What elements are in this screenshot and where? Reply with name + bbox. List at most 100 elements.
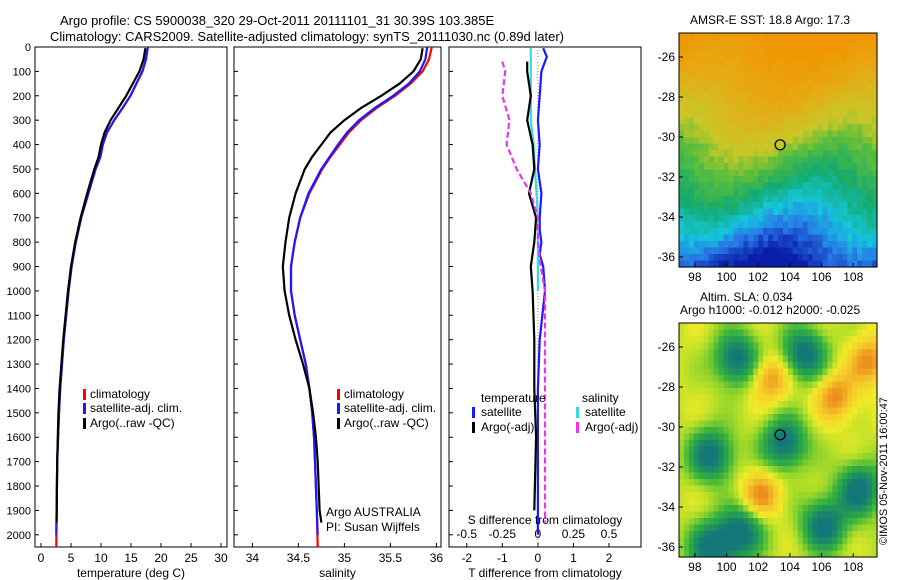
sst-map-cell bbox=[822, 78, 829, 86]
sla-map-cell bbox=[847, 381, 853, 389]
sla-map-cell bbox=[817, 329, 824, 337]
sla-map-cell bbox=[787, 518, 794, 526]
sst-map-cell bbox=[787, 111, 794, 119]
sla-map-cell bbox=[733, 375, 739, 383]
sst-map-ytick-label: -28 bbox=[658, 90, 676, 104]
sla-map-cell bbox=[748, 362, 754, 370]
sst-map-cell bbox=[728, 137, 735, 145]
sst-map-cell bbox=[852, 221, 858, 229]
sst-map-cell bbox=[812, 104, 819, 112]
sla-map-cell bbox=[698, 479, 705, 487]
sst-map-cell bbox=[713, 221, 720, 229]
sla-map-cell bbox=[782, 524, 789, 532]
sst-map-cell bbox=[862, 52, 868, 60]
sst-map-cell bbox=[713, 104, 720, 112]
sst-map-cell bbox=[787, 85, 794, 93]
sla-map-cell bbox=[728, 355, 735, 363]
sst-map-cell bbox=[822, 163, 829, 171]
sst-map-cell bbox=[768, 195, 774, 203]
sst-map-cell bbox=[723, 195, 730, 203]
sla-map-cell bbox=[728, 446, 735, 454]
sst-map-cell bbox=[792, 228, 799, 236]
sst-map-cell bbox=[847, 241, 853, 249]
sla-map-cell bbox=[773, 375, 779, 383]
sla-map-cell bbox=[703, 537, 710, 545]
sla-map-cell bbox=[787, 414, 794, 422]
sla-map-cell bbox=[763, 472, 769, 480]
sla-map-cell bbox=[847, 388, 853, 396]
sst-map-cell bbox=[837, 202, 843, 210]
sst-map-cell bbox=[872, 195, 878, 203]
sla-map-cell bbox=[852, 323, 858, 331]
sla-map-cell bbox=[753, 466, 759, 474]
sst-map-cell bbox=[862, 202, 868, 210]
sla-map-cell bbox=[728, 433, 735, 441]
sst-map-cell bbox=[812, 33, 819, 41]
sla-map-cell bbox=[837, 323, 843, 331]
sst-map-cell bbox=[807, 202, 814, 210]
sst-map-cell bbox=[857, 104, 863, 112]
sst-map-cell bbox=[862, 104, 868, 112]
sst-map-cell bbox=[812, 65, 819, 73]
sst-map-cell bbox=[827, 46, 834, 54]
sst-map-cell bbox=[753, 72, 759, 80]
sst-map-cell bbox=[693, 182, 700, 190]
sla-map-cell bbox=[797, 394, 804, 402]
sst-map-cell bbox=[782, 163, 789, 171]
sst-map-cell bbox=[867, 208, 873, 216]
sla-map-cell bbox=[758, 342, 764, 350]
sla-map-cell bbox=[778, 550, 784, 558]
sla-map-cell bbox=[782, 485, 789, 493]
sst-map-cell bbox=[792, 130, 799, 138]
sla-map-cell bbox=[822, 414, 829, 422]
sla-map-cell bbox=[679, 381, 685, 389]
sla-map-cell bbox=[792, 466, 799, 474]
sla-map-cell bbox=[713, 414, 720, 422]
sla-map-cell bbox=[867, 414, 873, 422]
sla-map-cell bbox=[693, 433, 700, 441]
sla-map-cell bbox=[778, 362, 784, 370]
sla-map-cell bbox=[807, 440, 814, 448]
sla-map-cell bbox=[683, 394, 690, 402]
sla-map-cell bbox=[698, 505, 705, 513]
sla-map-cell bbox=[698, 342, 705, 350]
sla-map-cell bbox=[723, 518, 730, 526]
sst-map-cell bbox=[778, 124, 784, 132]
sla-map-cell bbox=[792, 472, 799, 480]
sst-map-cell bbox=[827, 254, 834, 262]
sla-map-cell bbox=[728, 368, 735, 376]
sst-map-cell bbox=[842, 65, 848, 73]
sla-map-xtick-label: 104 bbox=[780, 560, 800, 574]
sst-map-cell bbox=[763, 221, 769, 229]
sst-map-cell bbox=[688, 104, 695, 112]
sla-map-cell bbox=[827, 414, 834, 422]
sla-map-cell bbox=[792, 323, 799, 331]
sst-map-cell bbox=[782, 228, 789, 236]
sla-map-cell bbox=[862, 375, 868, 383]
sla-map-cell bbox=[743, 524, 749, 532]
sst-map-cell bbox=[758, 241, 764, 249]
sla-map-cell bbox=[837, 531, 843, 539]
sst-map-cell bbox=[748, 46, 754, 54]
sla-map-cell bbox=[867, 342, 873, 350]
sla-map-cell bbox=[857, 401, 863, 409]
sst-map-cell bbox=[763, 169, 769, 177]
sla-map-cell bbox=[758, 407, 764, 415]
sst-map-cell bbox=[817, 169, 824, 177]
sla-map-cell bbox=[708, 349, 715, 357]
sst-map-cell bbox=[718, 254, 725, 262]
sst-map-cell bbox=[773, 91, 779, 99]
sst-map-cell bbox=[698, 111, 705, 119]
sla-map-cell bbox=[693, 524, 700, 532]
sla-map-cell bbox=[753, 323, 759, 331]
sst-map-cell bbox=[748, 189, 754, 197]
sla-map-cell bbox=[733, 505, 739, 513]
difference-xlabel: T difference from climatology bbox=[468, 566, 622, 580]
sst-map-cell bbox=[753, 215, 759, 223]
sla-map-cell bbox=[778, 446, 784, 454]
sst-map-cell bbox=[763, 241, 769, 249]
sst-map-cell bbox=[872, 124, 878, 132]
sla-map-cell bbox=[748, 537, 754, 545]
sla-map-cell bbox=[862, 329, 868, 337]
sla-map-cell bbox=[718, 524, 725, 532]
